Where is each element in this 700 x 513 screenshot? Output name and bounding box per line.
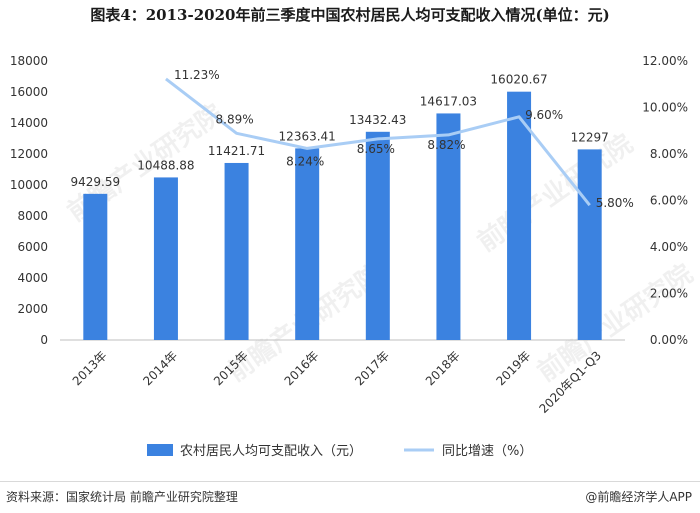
legend-line-label: 同比增速（%） bbox=[442, 444, 532, 459]
line-value-label: 8.65% bbox=[357, 142, 395, 156]
line-value-label: 9.60% bbox=[525, 108, 563, 122]
y-right-tick-label: 6.00% bbox=[650, 194, 688, 208]
bar-value-label: 13432.43 bbox=[349, 113, 406, 127]
y-left-tick-label: 6000 bbox=[17, 240, 48, 254]
bar bbox=[153, 177, 178, 340]
watermark-text: 前瞻产业研究院 bbox=[472, 128, 639, 258]
y-right-tick-label: 10.00% bbox=[642, 101, 688, 115]
bar-value-label: 14617.03 bbox=[420, 94, 477, 108]
legend: 农村居民人均可支配收入（元） 同比增速（%） bbox=[147, 444, 532, 459]
y-left-tick-label: 12000 bbox=[10, 147, 48, 161]
y-left-tick-label: 14000 bbox=[10, 116, 48, 130]
x-tick-label: 2013年 bbox=[70, 348, 110, 388]
y-right-tick-label: 12.00% bbox=[642, 54, 688, 68]
bar-value-label: 9429.59 bbox=[71, 175, 121, 189]
x-tick-label: 2016年 bbox=[282, 348, 322, 388]
y-left-tick-label: 16000 bbox=[10, 85, 48, 99]
bar bbox=[224, 162, 249, 340]
data-labels: 9429.59 10488.88 11421.71 12363.41 13432.43 1… bbox=[71, 68, 634, 210]
bar bbox=[83, 193, 108, 340]
bar-value-label: 12363.41 bbox=[279, 129, 336, 143]
bar bbox=[365, 131, 390, 340]
bar-value-label: 11421.71 bbox=[208, 144, 265, 158]
line-value-label: 8.82% bbox=[427, 138, 465, 152]
line-series bbox=[165, 77, 591, 207]
brand-credit: @前瞻经济学人APP bbox=[585, 490, 692, 504]
y-left-tick-label: 0 bbox=[40, 333, 48, 347]
y-left-tick-label: 8000 bbox=[17, 209, 48, 223]
y-left-tick-label: 10000 bbox=[10, 178, 48, 192]
growth-line bbox=[165, 77, 591, 207]
line-value-label: 5.80% bbox=[596, 196, 634, 210]
combo-chart: 前瞻产业研究院前瞻产业研究院前瞻产业研究院前瞻产业研究院 02000400060… bbox=[10, 54, 699, 459]
line-value-label: 11.23% bbox=[174, 68, 220, 82]
y-right-tick-label: 0.00% bbox=[650, 333, 688, 347]
x-tick-label: 2014年 bbox=[140, 348, 180, 388]
y-left-tick-label: 4000 bbox=[17, 271, 48, 285]
x-tick-label: 2019年 bbox=[493, 348, 533, 388]
bar-value-label: 10488.88 bbox=[137, 158, 194, 172]
line-value-label: 8.24% bbox=[286, 154, 324, 168]
bar bbox=[507, 91, 532, 340]
bar bbox=[577, 149, 602, 340]
source-note: 资料来源：国家统计局 前瞻产业研究院整理 bbox=[6, 490, 238, 504]
y-right-tick-label: 4.00% bbox=[650, 240, 688, 254]
chart-title: 图表4：2013-2020年前三季度中国农村居民人均可支配收入情况(单位：元) bbox=[90, 6, 610, 24]
bar bbox=[436, 113, 461, 340]
footer-divider bbox=[0, 481, 700, 482]
bar-value-label: 16020.67 bbox=[490, 73, 547, 87]
legend-bar-swatch bbox=[147, 444, 173, 456]
bar bbox=[295, 148, 320, 340]
y-left-tick-label: 2000 bbox=[17, 302, 48, 316]
x-tick-label: 2018年 bbox=[423, 348, 463, 388]
legend-bar-label: 农村居民人均可支配收入（元） bbox=[180, 444, 362, 459]
y-right-tick-label: 2.00% bbox=[650, 287, 688, 301]
line-value-label: 8.89% bbox=[216, 112, 254, 126]
x-tick-label: 2017年 bbox=[352, 348, 392, 388]
y-right-tick-label: 8.00% bbox=[650, 147, 688, 161]
bar-value-label: 12297 bbox=[571, 130, 609, 144]
watermark-text: 前瞻产业研究院 bbox=[532, 258, 699, 388]
y-left-tick-label: 18000 bbox=[10, 54, 48, 68]
bar-series bbox=[83, 91, 602, 340]
